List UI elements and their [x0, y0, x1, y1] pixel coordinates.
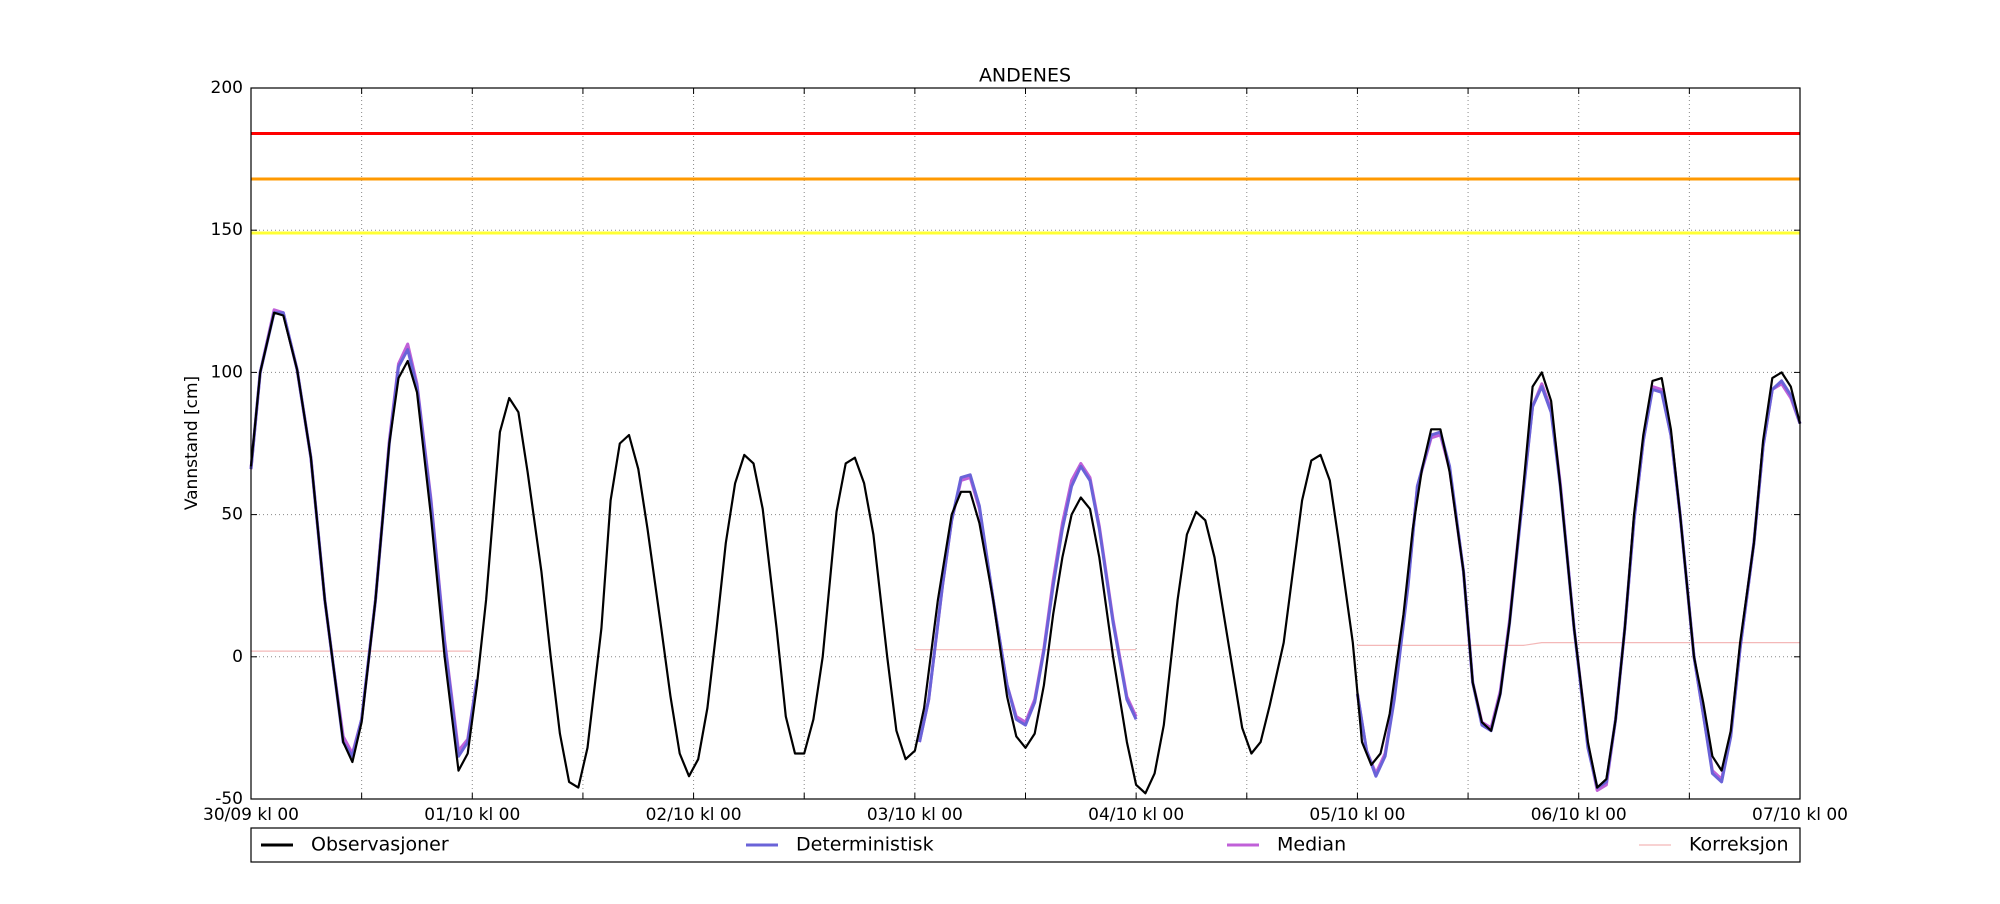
- x-tick-label: 07/10 kl 00: [1752, 805, 1848, 825]
- legend-label: Median: [1277, 834, 1346, 856]
- x-tick-label: 02/10 kl 00: [646, 805, 742, 825]
- x-tick-label: 06/10 kl 00: [1531, 805, 1627, 825]
- legend-label: Korreksjon: [1689, 834, 1789, 856]
- x-tick-label: 04/10 kl 00: [1088, 805, 1184, 825]
- x-tick-label: 03/10 kl 00: [867, 805, 963, 825]
- y-tick-label: 50: [221, 505, 243, 525]
- plot-frame: [250, 87, 1801, 800]
- series-line: [249, 311, 1802, 795]
- chart-title: ANDENES: [979, 65, 1071, 87]
- legend-box: [250, 827, 1801, 863]
- x-tick-label: 01/10 kl 00: [424, 805, 520, 825]
- x-tick-label: 05/10 kl 00: [1309, 805, 1405, 825]
- legend-label: Observasjoner: [311, 834, 449, 856]
- y-tick-label: 200: [211, 78, 243, 98]
- y-tick-label: 100: [211, 362, 243, 382]
- y-axis-label: Vannstand [cm]: [182, 376, 202, 510]
- legend-label: Deterministisk: [796, 834, 934, 856]
- y-tick-label: 0: [232, 647, 243, 667]
- y-tick-label: -50: [215, 789, 243, 809]
- series-line: [251, 642, 1800, 652]
- x-tick-label: 30/09 kl 00: [203, 805, 299, 825]
- y-tick-label: 150: [211, 220, 243, 240]
